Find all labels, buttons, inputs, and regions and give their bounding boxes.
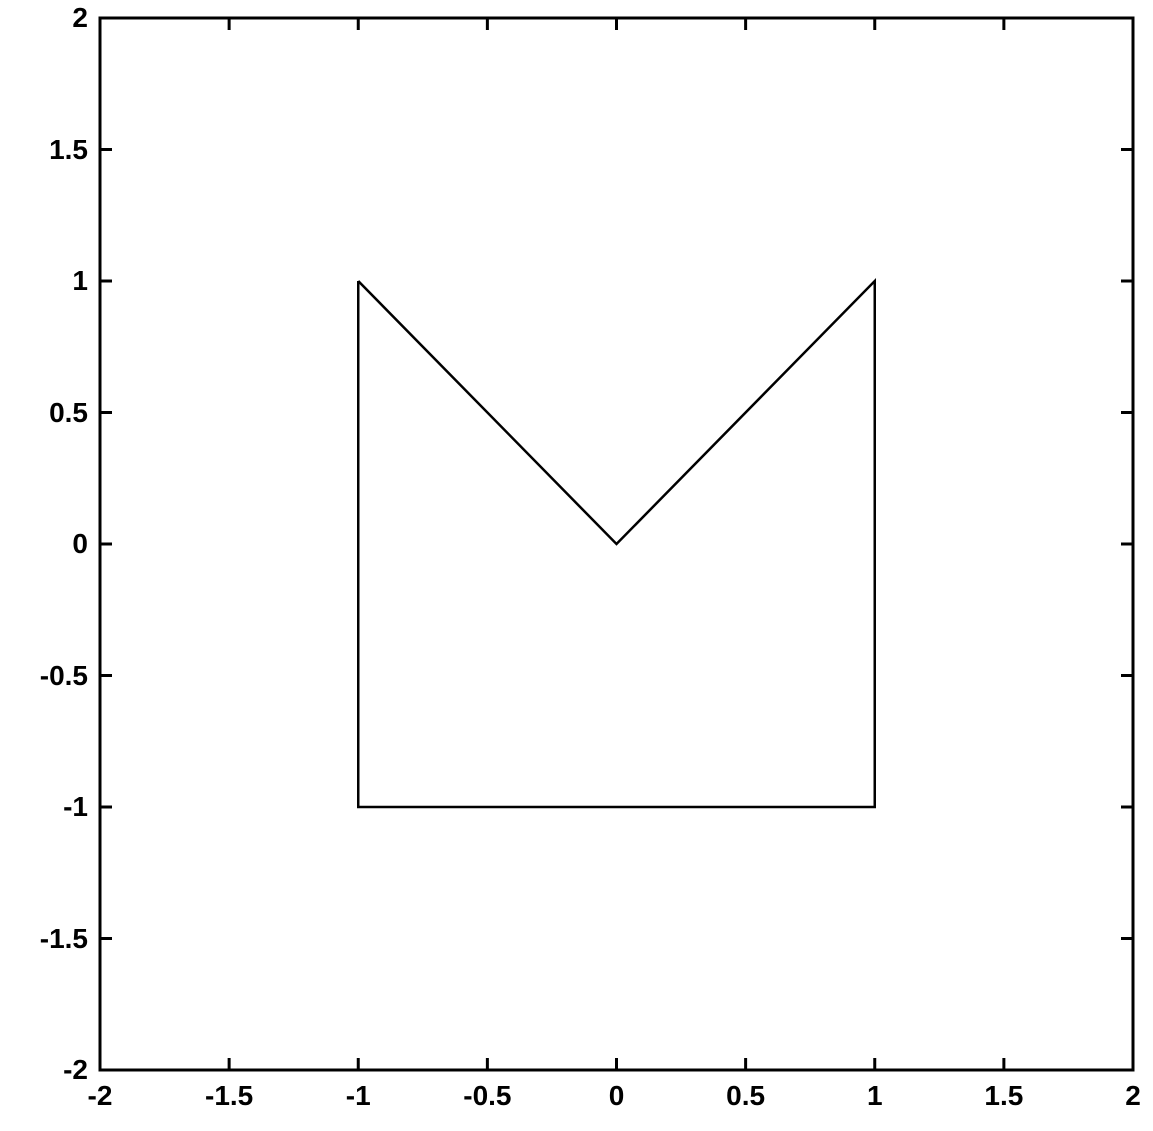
xtick-label: 1.5 <box>984 1080 1023 1112</box>
ytick-label: 1 <box>72 265 88 297</box>
chart-container: -2 -1.5 -1 -0.5 0 0.5 1 1.5 2 -2 -1.5 -1 -0.5 0 0.5 1 1.… <box>0 0 1153 1131</box>
series-m-shape <box>358 281 875 807</box>
ytick-label: -1.5 <box>40 923 88 955</box>
chart-svg <box>0 0 1153 1131</box>
ytick-label: 0 <box>72 528 88 560</box>
xtick-label: 0 <box>609 1080 625 1112</box>
xtick-label: -1 <box>346 1080 371 1112</box>
ytick-label: -1 <box>63 791 88 823</box>
xtick-label: -2 <box>88 1080 113 1112</box>
ytick-label: -2 <box>63 1054 88 1086</box>
ytick-label: 1.5 <box>49 134 88 166</box>
ytick-label: 0.5 <box>49 397 88 429</box>
ytick-label: 2 <box>72 2 88 34</box>
ytick-label: -0.5 <box>40 660 88 692</box>
xtick-label: -1.5 <box>205 1080 253 1112</box>
xtick-label: 2 <box>1125 1080 1141 1112</box>
xtick-label: 1 <box>867 1080 883 1112</box>
xtick-label: -0.5 <box>463 1080 511 1112</box>
xtick-label: 0.5 <box>726 1080 765 1112</box>
